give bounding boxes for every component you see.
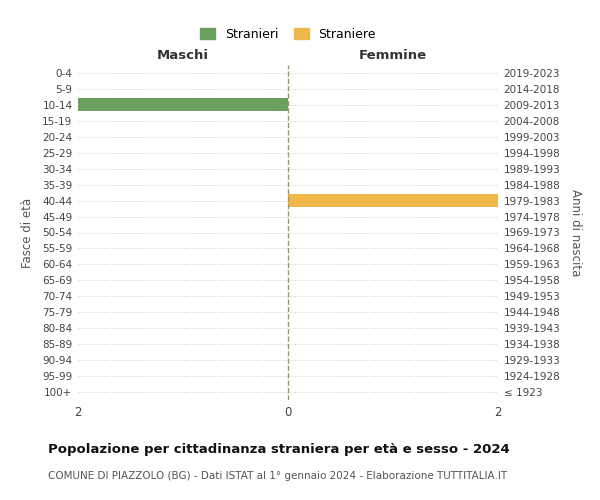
Text: COMUNE DI PIAZZOLO (BG) - Dati ISTAT al 1° gennaio 2024 - Elaborazione TUTTITALI: COMUNE DI PIAZZOLO (BG) - Dati ISTAT al … — [48, 471, 507, 481]
Legend: Stranieri, Straniere: Stranieri, Straniere — [200, 28, 376, 40]
Text: Femmine: Femmine — [359, 48, 427, 62]
Y-axis label: Anni di nascita: Anni di nascita — [569, 189, 581, 276]
Bar — [288, 194, 498, 207]
Bar — [78, 98, 288, 112]
Y-axis label: Fasce di età: Fasce di età — [21, 198, 34, 268]
Text: Maschi: Maschi — [157, 48, 209, 62]
Text: Popolazione per cittadinanza straniera per età e sesso - 2024: Popolazione per cittadinanza straniera p… — [48, 442, 510, 456]
